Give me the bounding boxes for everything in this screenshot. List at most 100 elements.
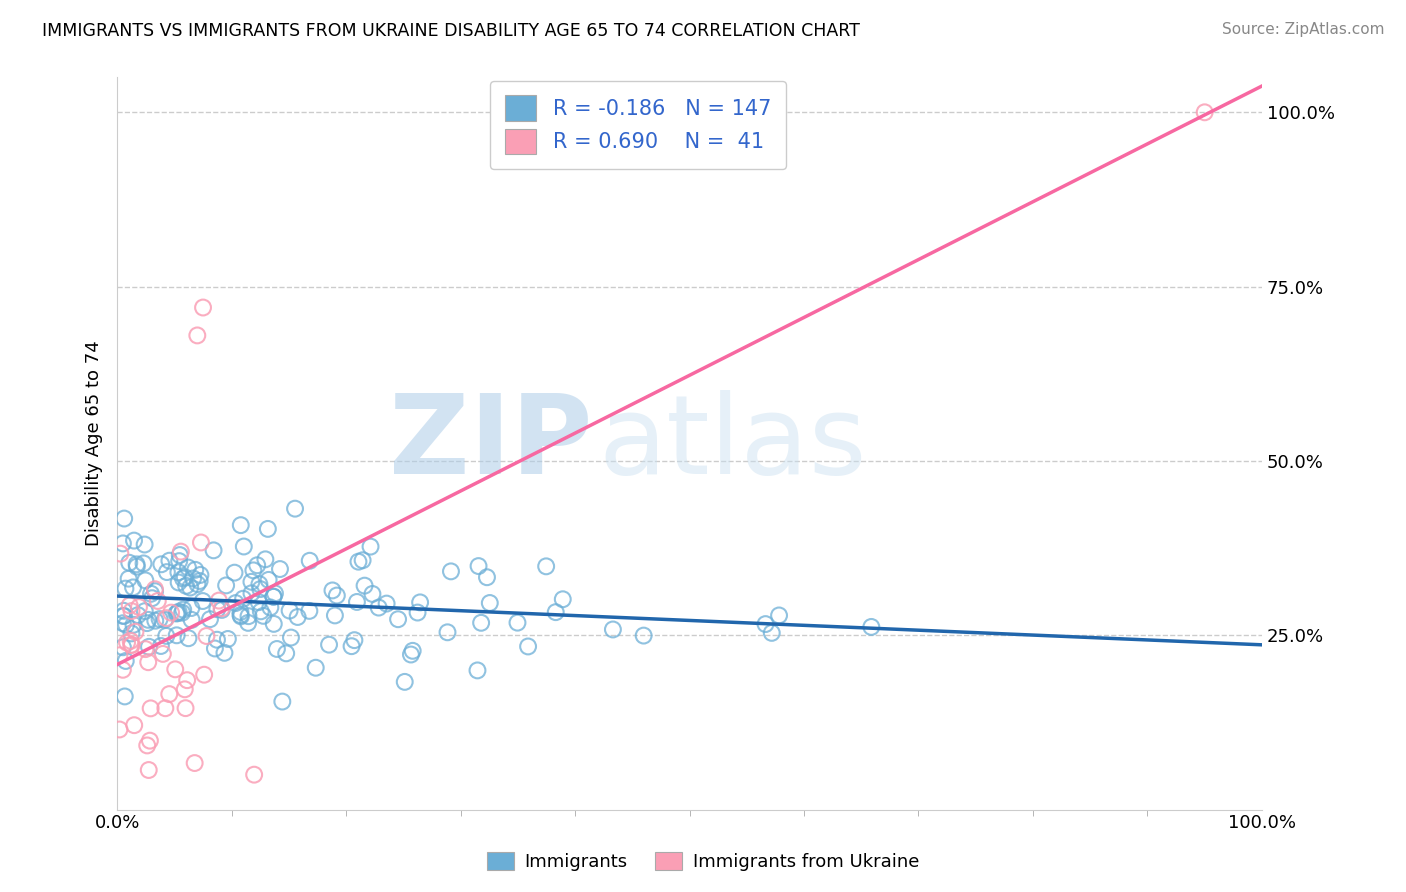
- Point: [165, 662, 187, 676]
- Point: [242, 563, 264, 577]
- Point: [436, 625, 458, 640]
- Point: [143, 614, 166, 628]
- Point: [177, 632, 200, 646]
- Point: [243, 767, 266, 781]
- Point: [179, 581, 201, 595]
- Point: [534, 559, 557, 574]
- Point: [114, 690, 136, 704]
- Point: [198, 612, 221, 626]
- Point: [125, 559, 148, 574]
- Point: [467, 559, 489, 574]
- Point: [172, 572, 194, 586]
- Point: [323, 608, 346, 623]
- Point: [352, 553, 374, 567]
- Point: [232, 591, 254, 606]
- Point: [132, 557, 155, 571]
- Point: [111, 663, 134, 677]
- Point: [211, 601, 233, 615]
- Point: [207, 602, 229, 616]
- Point: [191, 301, 214, 315]
- Point: [170, 544, 193, 558]
- Point: [247, 595, 270, 609]
- Point: [191, 594, 214, 608]
- Point: [633, 629, 655, 643]
- Point: [155, 611, 177, 625]
- Point: [149, 639, 172, 653]
- Point: [156, 565, 179, 579]
- Point: [173, 570, 195, 584]
- Point: [153, 613, 176, 627]
- Point: [262, 590, 284, 604]
- Point: [174, 579, 197, 593]
- Point: [118, 556, 141, 570]
- Point: [247, 577, 270, 591]
- Point: [118, 599, 141, 613]
- Point: [467, 664, 489, 678]
- Point: [180, 613, 202, 627]
- Point: [108, 648, 131, 663]
- Point: [229, 605, 252, 619]
- Point: [114, 654, 136, 668]
- Point: [406, 606, 429, 620]
- Point: [475, 570, 498, 584]
- Point: [173, 682, 195, 697]
- Point: [155, 629, 177, 643]
- Point: [321, 583, 343, 598]
- Point: [146, 594, 169, 608]
- Point: [754, 617, 776, 632]
- Point: [166, 606, 188, 620]
- Point: [318, 638, 340, 652]
- Point: [544, 605, 567, 619]
- Text: atlas: atlas: [598, 390, 866, 497]
- Point: [155, 701, 177, 715]
- Point: [257, 522, 280, 536]
- Point: [271, 695, 294, 709]
- Point: [305, 661, 328, 675]
- Point: [167, 575, 190, 590]
- Text: Source: ZipAtlas.com: Source: ZipAtlas.com: [1222, 22, 1385, 37]
- Point: [240, 574, 263, 589]
- Point: [112, 604, 135, 618]
- Point: [136, 739, 159, 753]
- Point: [440, 565, 463, 579]
- Point: [169, 548, 191, 562]
- Point: [167, 566, 190, 580]
- Point: [117, 572, 139, 586]
- Point: [152, 647, 174, 661]
- Point: [134, 537, 156, 551]
- Point: [287, 610, 309, 624]
- Point: [181, 571, 204, 585]
- Point: [375, 597, 398, 611]
- Point: [361, 587, 384, 601]
- Point: [183, 756, 205, 770]
- Point: [138, 763, 160, 777]
- Point: [517, 640, 540, 654]
- Point: [276, 646, 298, 660]
- Point: [122, 617, 145, 632]
- Point: [257, 573, 280, 587]
- Point: [121, 604, 143, 618]
- Point: [134, 642, 156, 657]
- Point: [478, 596, 501, 610]
- Point: [190, 535, 212, 549]
- Point: [195, 629, 218, 643]
- Point: [111, 640, 134, 655]
- Point: [602, 623, 624, 637]
- Point: [120, 626, 142, 640]
- Point: [108, 723, 131, 737]
- Point: [193, 667, 215, 681]
- Point: [264, 586, 287, 600]
- Point: [121, 638, 143, 652]
- Point: [214, 646, 236, 660]
- Point: [111, 536, 134, 550]
- Point: [298, 554, 321, 568]
- Point: [167, 605, 190, 619]
- Text: ZIP: ZIP: [389, 390, 592, 497]
- Point: [120, 633, 142, 648]
- Point: [177, 560, 200, 574]
- Point: [136, 616, 159, 631]
- Point: [134, 604, 156, 618]
- Point: [246, 558, 269, 573]
- Point: [166, 628, 188, 642]
- Point: [768, 608, 790, 623]
